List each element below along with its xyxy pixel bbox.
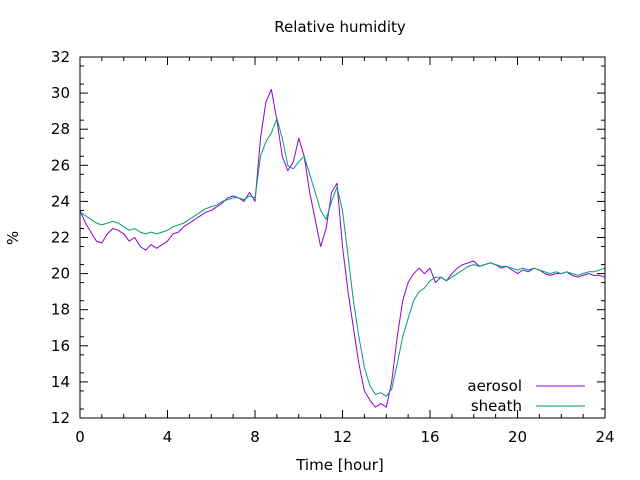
- x-tick-label: 12: [333, 428, 352, 446]
- y-tick-label: 24: [51, 192, 70, 210]
- y-tick-label: 14: [51, 373, 70, 391]
- y-tick-label: 26: [51, 156, 70, 174]
- x-tick-label: 20: [508, 428, 527, 446]
- legend-label-aerosol: aerosol: [467, 377, 522, 395]
- legend: aerosol sheath: [467, 377, 585, 415]
- y-tick-label: 28: [51, 120, 70, 138]
- y-tick-label: 22: [51, 229, 70, 247]
- plot-frame: [79, 56, 606, 419]
- chart-title: Relative humidity: [274, 18, 406, 36]
- y-axis-title: %: [4, 231, 22, 245]
- series-line-aerosol: [79, 89, 606, 408]
- x-axis-title: Time [hour]: [295, 456, 384, 474]
- legend-label-sheath: sheath: [471, 397, 522, 415]
- x-tick-label: 0: [75, 428, 85, 446]
- y-tick-label: 20: [51, 265, 70, 283]
- series-line-sheath: [79, 117, 606, 397]
- y-tick-label: 16: [51, 337, 70, 355]
- y-tick-label: 32: [51, 48, 70, 66]
- plot-series: [79, 89, 606, 408]
- x-tick-label: 4: [163, 428, 173, 446]
- y-tick-label: 18: [51, 301, 70, 319]
- axis-ticks: 0 4 8 12 16 20 24 12 14 16 18 20 22 24 26 28 30 32: [51, 48, 615, 446]
- y-tick-label: 12: [51, 409, 70, 427]
- x-tick-label: 8: [250, 428, 260, 446]
- x-tick-label: 16: [420, 428, 439, 446]
- x-tick-label: 24: [595, 428, 614, 446]
- y-tick-label: 30: [51, 84, 70, 102]
